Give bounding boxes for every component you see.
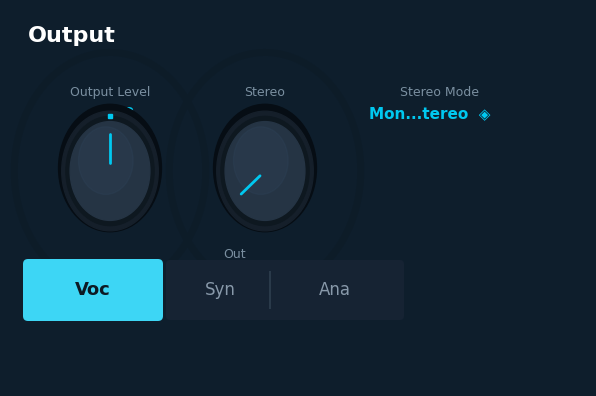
Ellipse shape bbox=[217, 111, 313, 231]
Text: Ana: Ana bbox=[319, 281, 351, 299]
Text: Out: Out bbox=[224, 248, 246, 261]
FancyBboxPatch shape bbox=[166, 260, 404, 320]
Text: 0.00: 0.00 bbox=[244, 106, 285, 124]
Text: Output Level: Output Level bbox=[70, 86, 150, 99]
Ellipse shape bbox=[66, 116, 154, 226]
Ellipse shape bbox=[79, 127, 133, 194]
FancyBboxPatch shape bbox=[23, 259, 163, 321]
Ellipse shape bbox=[221, 116, 309, 226]
Ellipse shape bbox=[225, 122, 305, 221]
Ellipse shape bbox=[70, 122, 150, 221]
Text: Stereo Mode: Stereo Mode bbox=[401, 86, 480, 99]
Text: Mon...tereo  ◈: Mon...tereo ◈ bbox=[370, 106, 491, 121]
Ellipse shape bbox=[62, 111, 159, 231]
Ellipse shape bbox=[58, 104, 162, 232]
Text: Stereo: Stereo bbox=[244, 86, 285, 99]
Text: Voc: Voc bbox=[75, 281, 111, 299]
Text: -2 dB: -2 dB bbox=[86, 106, 134, 124]
Ellipse shape bbox=[234, 127, 288, 194]
Ellipse shape bbox=[213, 104, 316, 232]
Text: Output: Output bbox=[28, 26, 116, 46]
Text: Syn: Syn bbox=[204, 281, 235, 299]
